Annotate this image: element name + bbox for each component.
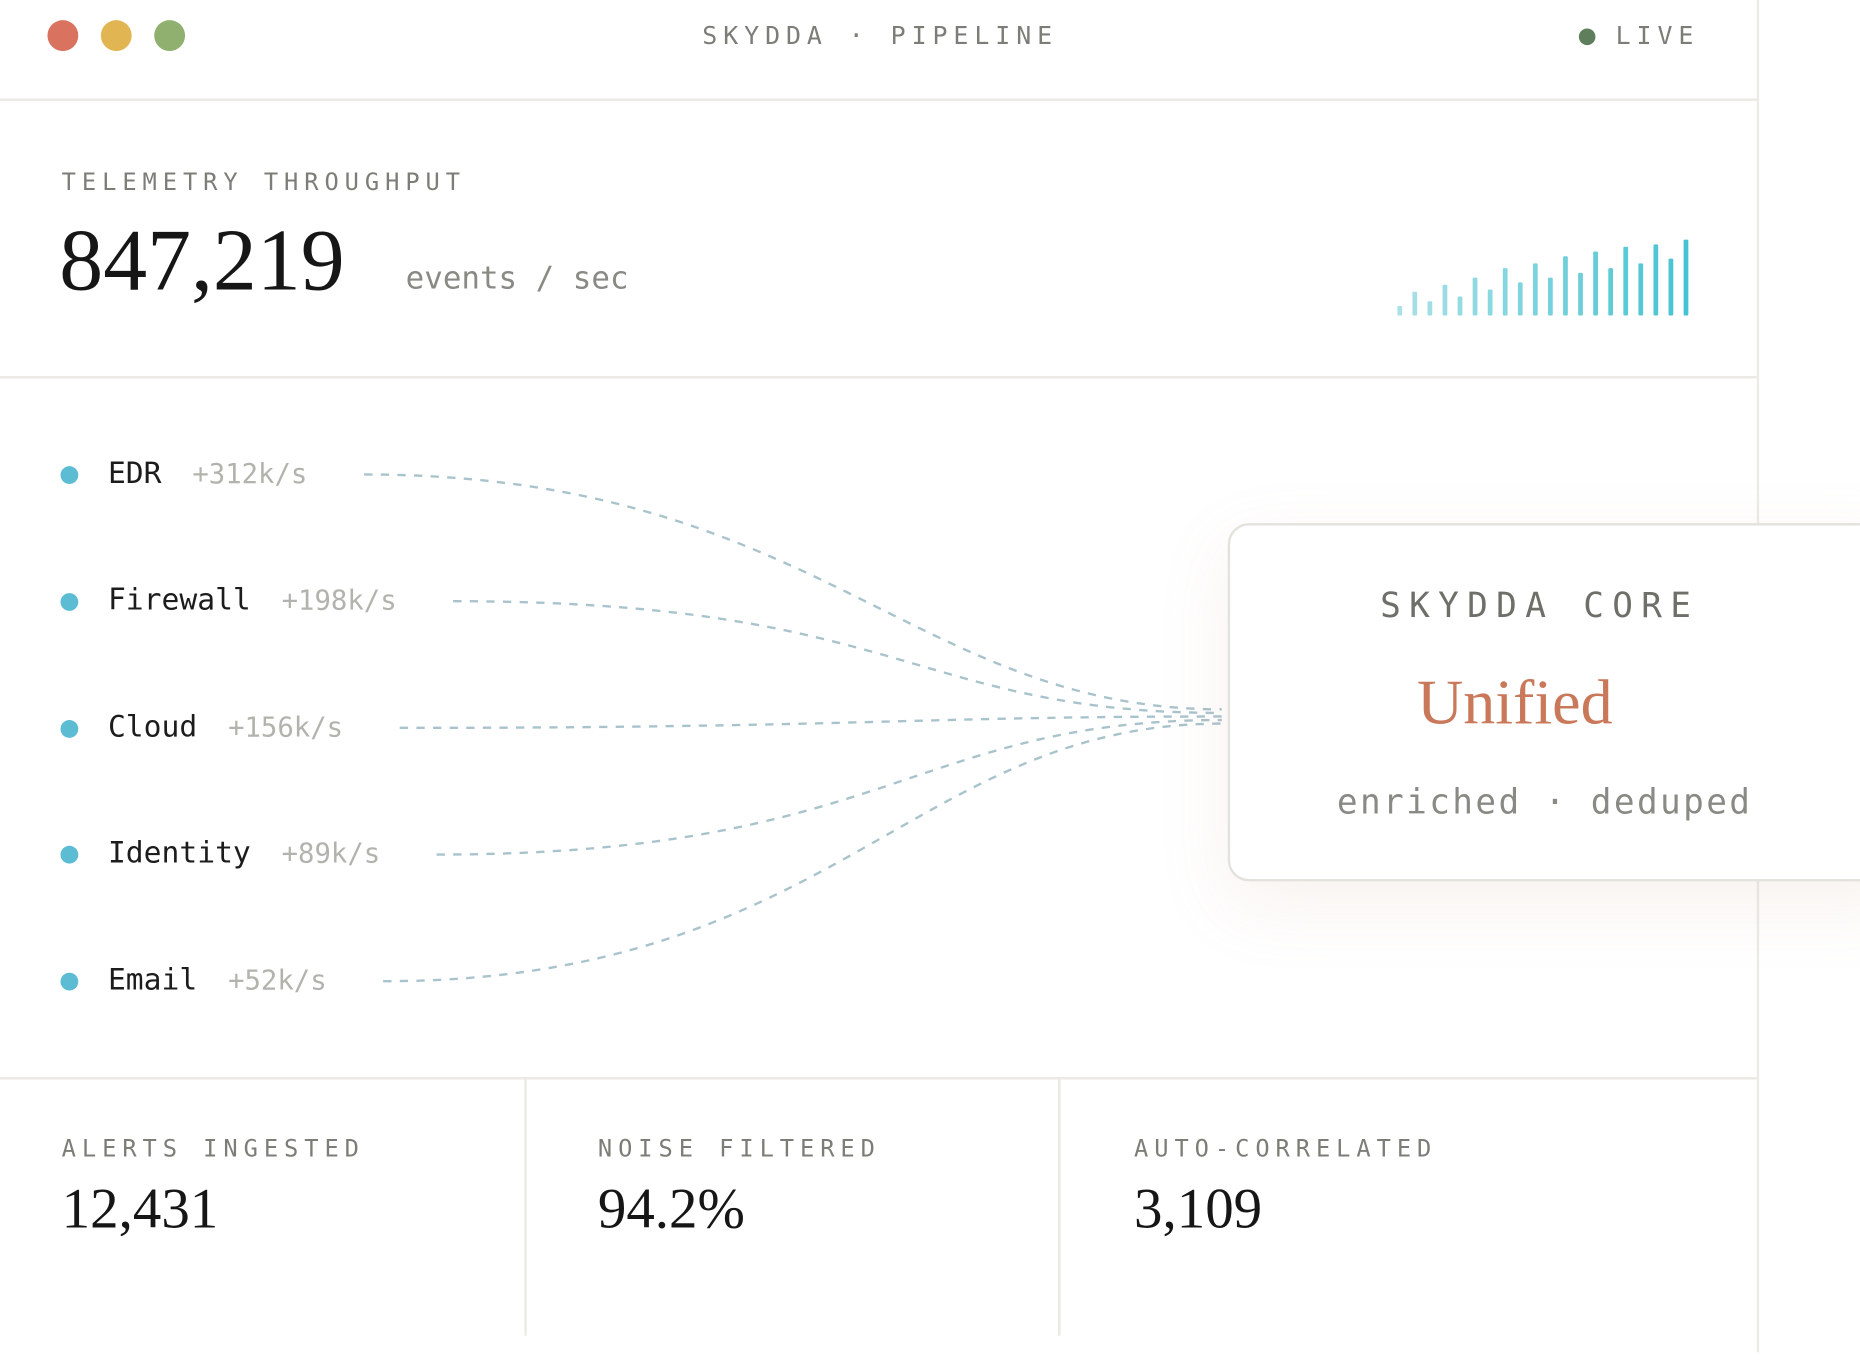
stat-value: 12,431 xyxy=(61,1177,219,1241)
core-headline: Unified xyxy=(1416,666,1613,738)
throughput-value: 847,219 xyxy=(59,212,345,310)
flow-line xyxy=(364,473,1222,711)
core-title: SKYDDA CORE xyxy=(1380,584,1700,626)
window-title: SKYDDA · PIPELINE xyxy=(702,21,1059,50)
flow-line xyxy=(436,718,1222,856)
spark-bar xyxy=(1623,246,1629,316)
source-row: Firewall +198k/s xyxy=(108,582,397,616)
live-status: LIVE xyxy=(1615,21,1700,50)
flow-line xyxy=(453,599,1222,715)
source-row: Identity +89k/s xyxy=(108,836,380,870)
spark-bar xyxy=(1412,291,1418,316)
throughput-unit: events / sec xyxy=(405,260,629,297)
spark-bar xyxy=(1608,268,1614,316)
spark-bar xyxy=(1668,258,1674,316)
stat-value: 94.2% xyxy=(597,1177,745,1241)
stat-label: ALERTS INGESTED xyxy=(61,1134,365,1163)
spark-bar xyxy=(1578,272,1583,316)
source-name: Firewall xyxy=(107,582,251,617)
source-rate: +89k/s xyxy=(281,839,381,870)
source-rate: +312k/s xyxy=(192,459,308,490)
source-row: EDR +312k/s xyxy=(108,456,307,490)
divider xyxy=(0,376,1757,379)
source-row: Cloud +156k/s xyxy=(108,709,343,743)
maximize-button[interactable] xyxy=(154,20,186,52)
divider xyxy=(0,1077,1757,1080)
core-detail: enriched · deduped xyxy=(1336,781,1753,823)
spark-bar xyxy=(1427,301,1433,316)
stat-label: NOISE FILTERED xyxy=(597,1134,881,1163)
spark-bar xyxy=(1653,244,1659,316)
flow-line xyxy=(383,722,1222,983)
source-dot xyxy=(60,972,79,991)
spark-bar xyxy=(1487,289,1493,316)
divider xyxy=(1058,1079,1061,1336)
spark-bar xyxy=(1517,282,1523,316)
source-name: EDR xyxy=(107,455,162,490)
source-row: Email +52k/s xyxy=(108,962,327,996)
flow-lines xyxy=(364,473,1222,983)
divider xyxy=(524,1079,527,1336)
spark-bar xyxy=(1502,268,1508,316)
source-rate: +52k/s xyxy=(228,965,327,997)
spark-bar xyxy=(1593,251,1598,316)
flow-line xyxy=(399,715,1222,730)
spark-bar xyxy=(1563,256,1568,316)
spark-bar xyxy=(1683,239,1689,316)
source-name: Identity xyxy=(107,835,251,870)
core-card: SKYDDA CORE Unified enriched · deduped xyxy=(1227,523,1860,882)
throughput-label: TELEMETRY THROUGHPUT xyxy=(61,167,466,196)
source-dot xyxy=(60,719,79,738)
spark-bar xyxy=(1442,284,1448,316)
spark-bar xyxy=(1548,277,1553,316)
source-dot xyxy=(60,592,79,611)
divider xyxy=(0,98,1757,101)
spark-bar xyxy=(1397,306,1403,316)
close-button[interactable] xyxy=(47,20,79,52)
spark-bar xyxy=(1638,263,1644,316)
source-rate: +156k/s xyxy=(228,712,344,744)
source-rate: +198k/s xyxy=(281,585,397,617)
sparkline xyxy=(1397,239,1689,316)
minimize-button[interactable] xyxy=(100,20,132,52)
stat-value: 3,109 xyxy=(1134,1177,1263,1241)
source-name: Email xyxy=(107,962,198,997)
spark-bar xyxy=(1457,296,1463,316)
live-indicator xyxy=(1578,28,1596,46)
source-name: Cloud xyxy=(107,708,198,744)
spark-bar xyxy=(1472,277,1478,316)
source-dot xyxy=(60,466,79,484)
source-dot xyxy=(60,846,79,865)
spark-bar xyxy=(1532,263,1538,316)
stat-label: AUTO-CORRELATED xyxy=(1134,1134,1438,1163)
